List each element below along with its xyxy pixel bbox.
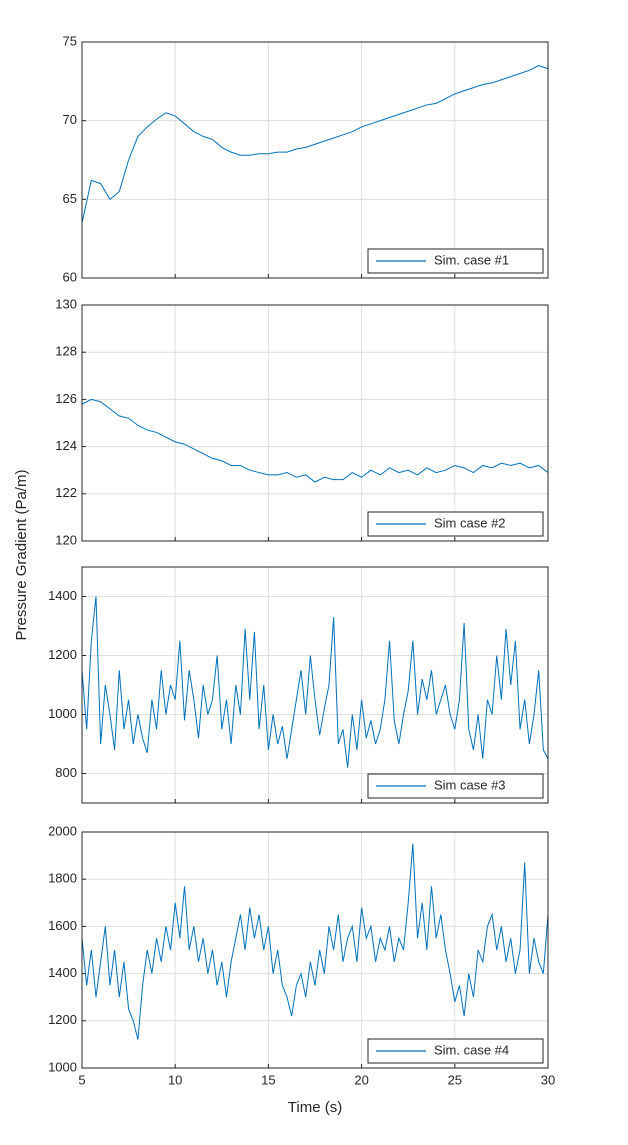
y-tick-label: 130 <box>55 296 77 311</box>
y-tick-label: 1000 <box>48 706 77 721</box>
legend: Sim case #2 <box>367 511 544 537</box>
y-tick-label: 122 <box>55 485 77 500</box>
x-tick-label: 20 <box>354 1072 368 1087</box>
data-line <box>81 398 549 483</box>
legend: Sim. case #1 <box>367 248 544 274</box>
legend-label: Sim case #2 <box>434 515 506 530</box>
x-tick-label: 10 <box>168 1072 182 1087</box>
y-tick-label: 128 <box>55 344 77 359</box>
x-tick-label: 25 <box>448 1072 462 1087</box>
y-tick-label: 65 <box>63 191 77 206</box>
legend-label: Sim case #3 <box>434 777 506 792</box>
y-tick-label: 126 <box>55 391 77 406</box>
axes-frame <box>81 831 549 1069</box>
plot-area <box>82 567 548 803</box>
y-tick-label: 124 <box>55 438 77 453</box>
data-line <box>81 65 549 224</box>
y-tick-label: 70 <box>63 112 77 127</box>
y-tick-label: 2000 <box>48 823 77 838</box>
y-tick-label: 1600 <box>48 918 77 933</box>
x-tick-label: 30 <box>541 1072 555 1087</box>
x-tick-label: 15 <box>261 1072 275 1087</box>
y-tick-label: 60 <box>63 269 77 284</box>
y-tick-label: 120 <box>55 532 77 547</box>
axes-frame <box>81 304 549 542</box>
y-tick-label: 1200 <box>48 1012 77 1027</box>
plot-area <box>82 305 548 541</box>
legend-label: Sim. case #1 <box>434 252 509 267</box>
axes-frame <box>81 566 549 804</box>
data-line <box>81 596 549 768</box>
plot-area <box>82 42 548 278</box>
data-line <box>81 843 549 1040</box>
x-tick-label: 5 <box>78 1072 85 1087</box>
y-tick-label: 800 <box>55 765 77 780</box>
legend: Sim. case #4 <box>367 1038 544 1064</box>
y-tick-label: 1200 <box>48 647 77 662</box>
legend-label: Sim. case #4 <box>434 1042 509 1057</box>
x-axis-label: Time (s) <box>288 1099 342 1116</box>
y-axis-label: Pressure Gradient (Pa/m) <box>13 470 30 641</box>
plot-area <box>82 832 548 1068</box>
y-tick-label: 1000 <box>48 1059 77 1074</box>
y-tick-label: 1400 <box>48 588 77 603</box>
axes-frame <box>81 41 549 279</box>
y-tick-label: 75 <box>63 33 77 48</box>
y-tick-label: 1800 <box>48 871 77 886</box>
y-tick-label: 1400 <box>48 965 77 980</box>
legend: Sim case #3 <box>367 773 544 799</box>
